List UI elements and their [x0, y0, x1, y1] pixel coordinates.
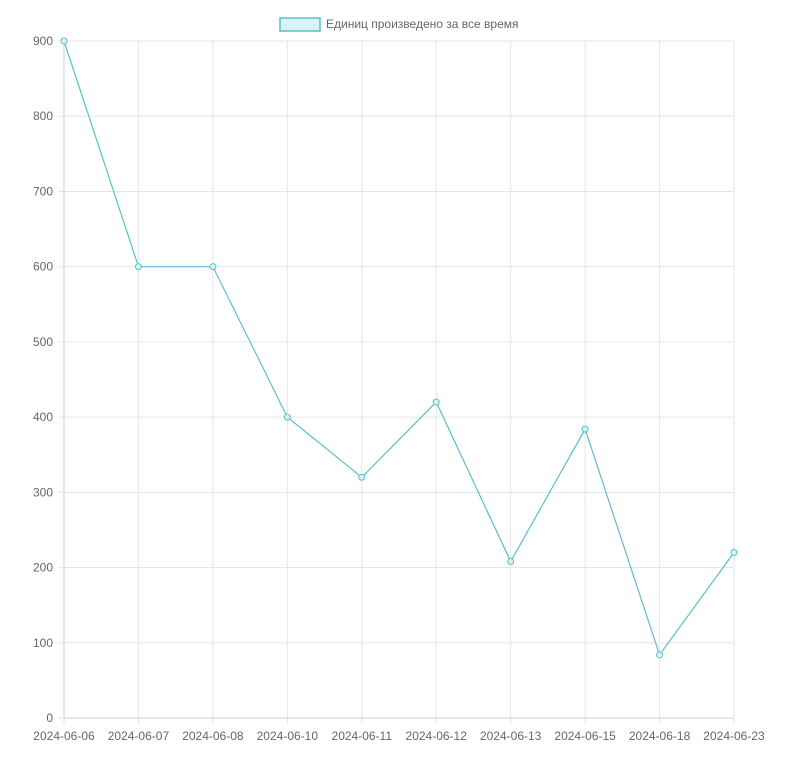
axes: 0 100 200 300 400 500 600 700 800 900 2024-06-06 20…	[33, 34, 765, 743]
y-tick-label: 0	[46, 711, 53, 725]
y-tick-label: 300	[33, 485, 53, 499]
data-point	[730, 549, 738, 557]
x-tick-label: 2024-06-12	[406, 729, 468, 743]
legend[interactable]: Единиц произведено за все время	[279, 17, 519, 32]
y-tick-label: 800	[33, 109, 53, 123]
x-tick-label: 2024-06-11	[332, 729, 393, 743]
data-point	[209, 263, 217, 271]
grid	[63, 40, 735, 719]
data-point	[60, 37, 68, 45]
data-point	[283, 413, 291, 421]
x-tick-label: 2024-06-06	[33, 729, 95, 743]
y-tick-label: 700	[33, 184, 53, 198]
data-point	[656, 651, 664, 659]
series-line	[63, 40, 735, 657]
x-tick-label: 2024-06-13	[480, 729, 542, 743]
y-tick-label: 400	[33, 410, 53, 424]
x-tick-label: 2024-06-15	[554, 729, 616, 743]
x-tick-label: 2024-06-18	[629, 729, 691, 743]
legend-swatch[interactable]	[279, 17, 321, 32]
data-point	[358, 473, 366, 481]
y-tick-label: 200	[33, 561, 53, 575]
legend-label[interactable]: Единиц произведено за все время	[326, 17, 519, 31]
data-point	[432, 398, 440, 406]
x-tick-label: 2024-06-08	[182, 729, 244, 743]
data-point	[507, 558, 515, 566]
x-tick-label: 2024-06-23	[703, 729, 765, 743]
data-point	[581, 425, 589, 433]
x-tick-label: 2024-06-10	[257, 729, 319, 743]
y-tick-label: 600	[33, 260, 53, 274]
y-tick-label: 100	[33, 636, 53, 650]
x-tick-label: 2024-06-07	[108, 729, 170, 743]
data-point	[134, 263, 142, 271]
series	[60, 37, 738, 659]
y-tick-label: 500	[33, 335, 53, 349]
y-tick-label: 900	[33, 34, 53, 48]
